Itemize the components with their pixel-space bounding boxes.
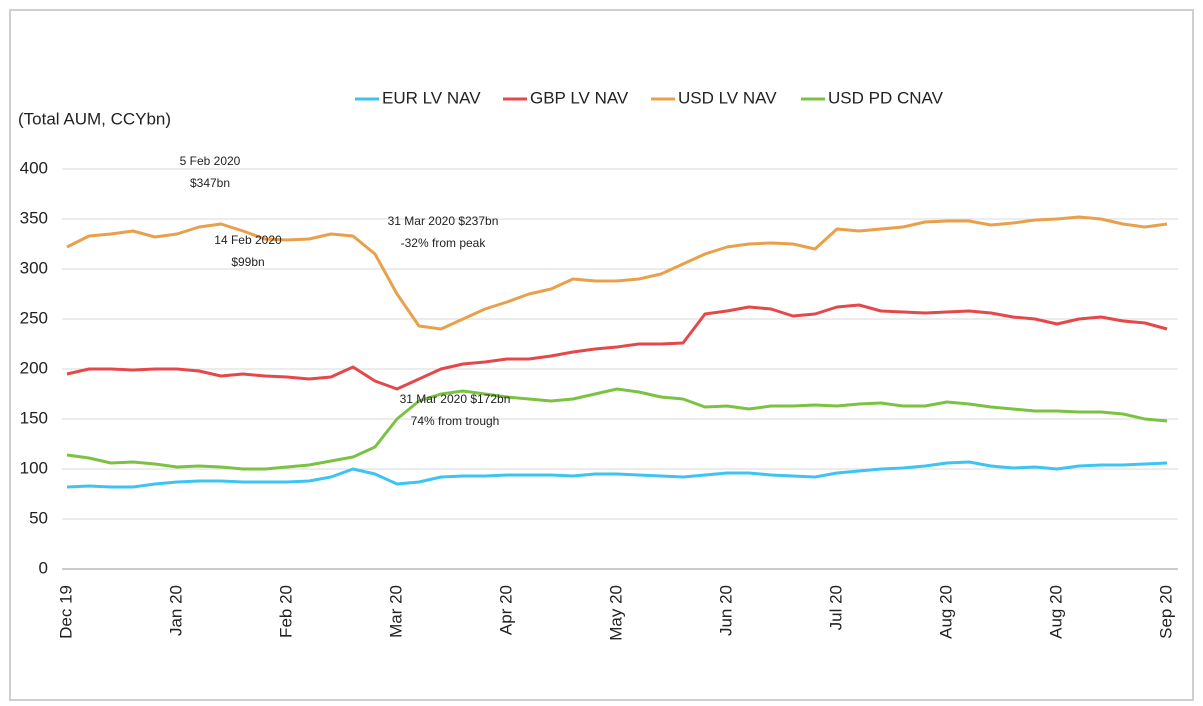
y-tick-label: 250 [20, 308, 48, 327]
annotation: 74% from trough [411, 414, 500, 428]
x-tick-label: Sep 20 [1156, 585, 1175, 639]
y-tick-label: 200 [20, 358, 48, 377]
x-tick-label: May 20 [606, 585, 625, 641]
line [66, 303, 1168, 391]
annotation: $99bn [231, 255, 264, 269]
annotation: 5 Feb 2020 [180, 154, 241, 168]
legend-label: USD LV NAV [678, 88, 777, 107]
y-tick-label: 300 [20, 258, 48, 277]
annotation: -32% from peak [401, 236, 487, 250]
line [66, 460, 1168, 489]
x-tick-label: Dec 19 [56, 585, 75, 639]
annotation: 31 Mar 2020 $172bn [400, 392, 511, 406]
line [66, 387, 1168, 471]
y-axis-label: (Total AUM, CCYbn) [18, 109, 171, 128]
x-tick-label: Jul 20 [826, 585, 845, 630]
annotation: $347bn [190, 176, 230, 190]
annotation: 31 Mar 2020 $237bn [388, 214, 499, 228]
y-tick-label: 0 [39, 558, 48, 577]
x-tick-label: Jan 20 [166, 585, 185, 636]
legend-label: EUR LV NAV [382, 88, 481, 107]
y-tick-label: 50 [29, 508, 48, 527]
legend-label: GBP LV NAV [530, 88, 629, 107]
x-tick-label: Jun 20 [716, 585, 735, 636]
frame [9, 9, 1194, 701]
x-tick-label: Mar 20 [386, 585, 405, 638]
x-tick-label: Aug 20 [936, 585, 955, 639]
y-tick-label: 350 [20, 208, 48, 227]
annotation: 14 Feb 2020 [214, 233, 282, 247]
y-tick-label: 100 [20, 458, 48, 477]
x-tick-label: Feb 20 [276, 585, 295, 638]
x-tick-label: Aug 20 [1046, 585, 1065, 639]
legend-label: USD PD CNAV [828, 88, 944, 107]
y-tick-label: 400 [20, 158, 48, 177]
x-tick-label: Apr 20 [496, 585, 515, 635]
y-tick-label: 150 [20, 408, 48, 427]
line [66, 215, 1168, 331]
